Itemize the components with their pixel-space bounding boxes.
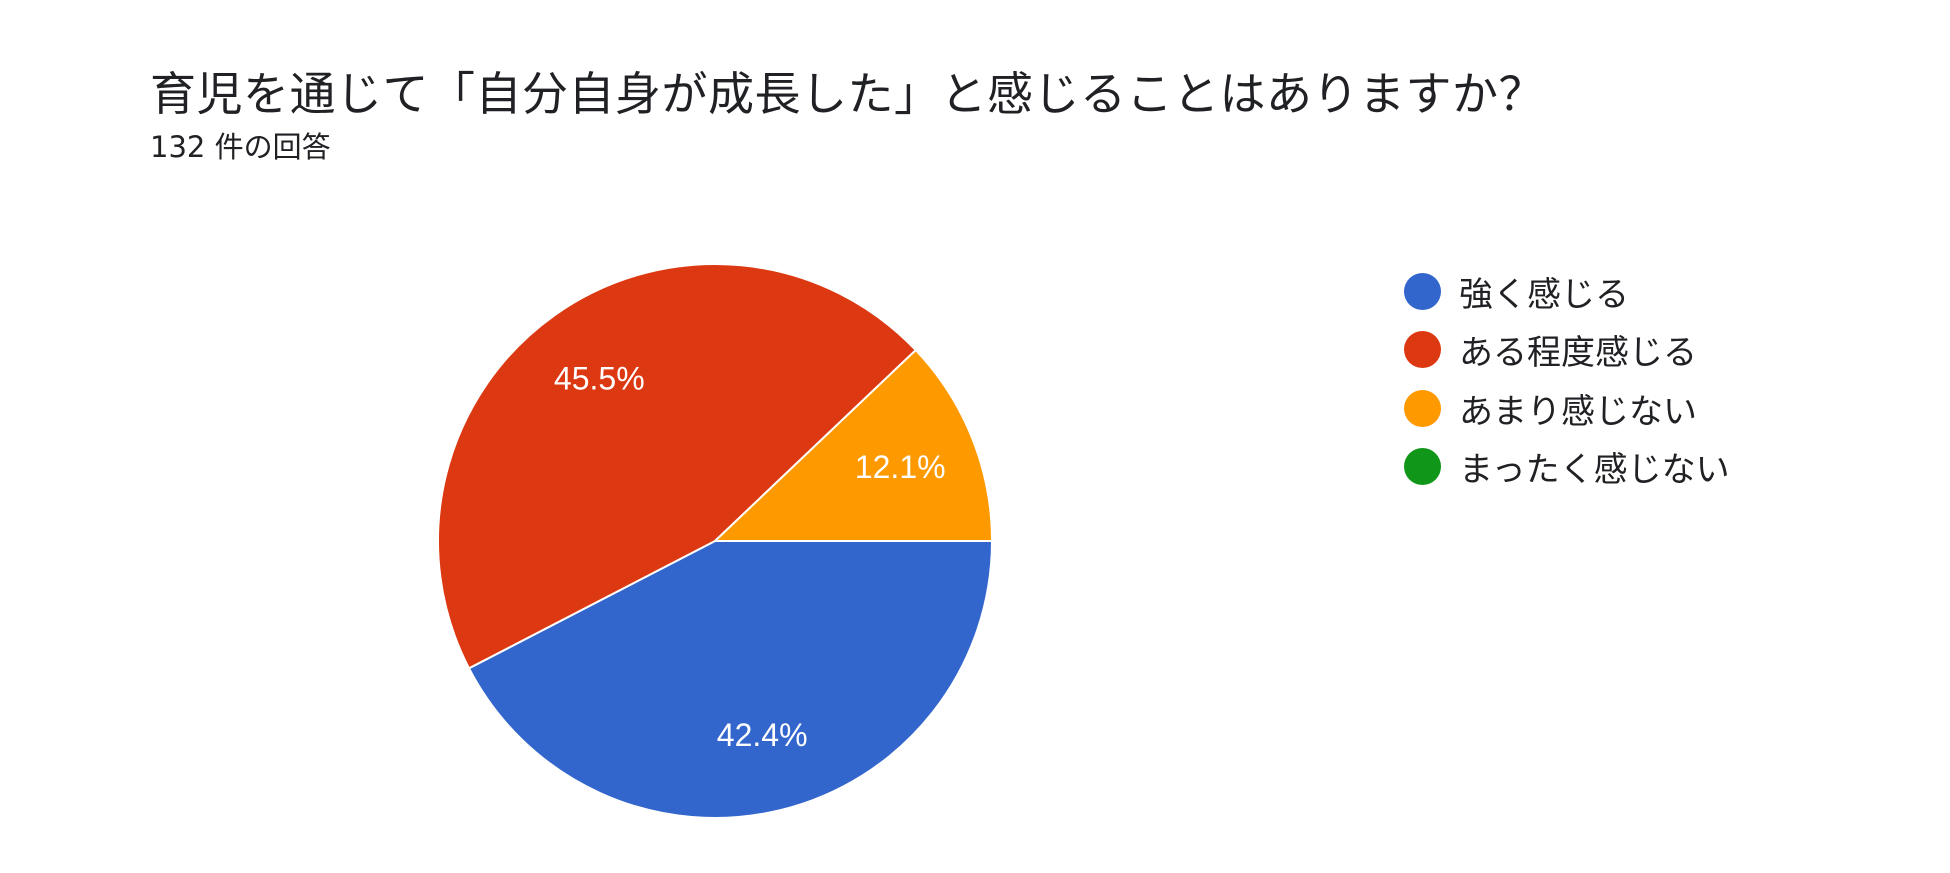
legend: 強く感じる ある程度感じる あまり感じない まったく感じない	[1404, 262, 1730, 496]
legend-label: 強く感じる	[1459, 274, 1629, 315]
legend-item-strongly[interactable]: 強く感じる	[1404, 262, 1730, 321]
legend-swatch	[1404, 272, 1441, 310]
legend-item-not-much[interactable]: あまり感じない	[1404, 379, 1730, 438]
pie-slice-2[interactable]	[712, 348, 994, 542]
data-label-0: 42.4%	[717, 717, 808, 753]
pie-slice-1[interactable]	[437, 263, 918, 670]
legend-swatch	[1404, 448, 1441, 486]
legend-label: あまり感じない	[1459, 391, 1697, 432]
chart-title: 育児を通じて「自分自身が成長した」と感じることはありますか？	[150, 67, 1545, 121]
legend-swatch	[1404, 389, 1441, 427]
data-label-2: 12.1%	[855, 449, 946, 485]
legend-label: ある程度感じる	[1459, 333, 1697, 374]
pie-slice-0[interactable]	[467, 540, 994, 819]
legend-label: まったく感じない	[1459, 450, 1730, 491]
response-count: 132 件の回答	[150, 130, 331, 164]
data-label-1: 45.5%	[554, 361, 645, 397]
legend-swatch	[1404, 331, 1441, 369]
legend-item-not-at-all[interactable]: まったく感じない	[1404, 438, 1730, 497]
legend-item-somewhat[interactable]: ある程度感じる	[1404, 321, 1730, 380]
